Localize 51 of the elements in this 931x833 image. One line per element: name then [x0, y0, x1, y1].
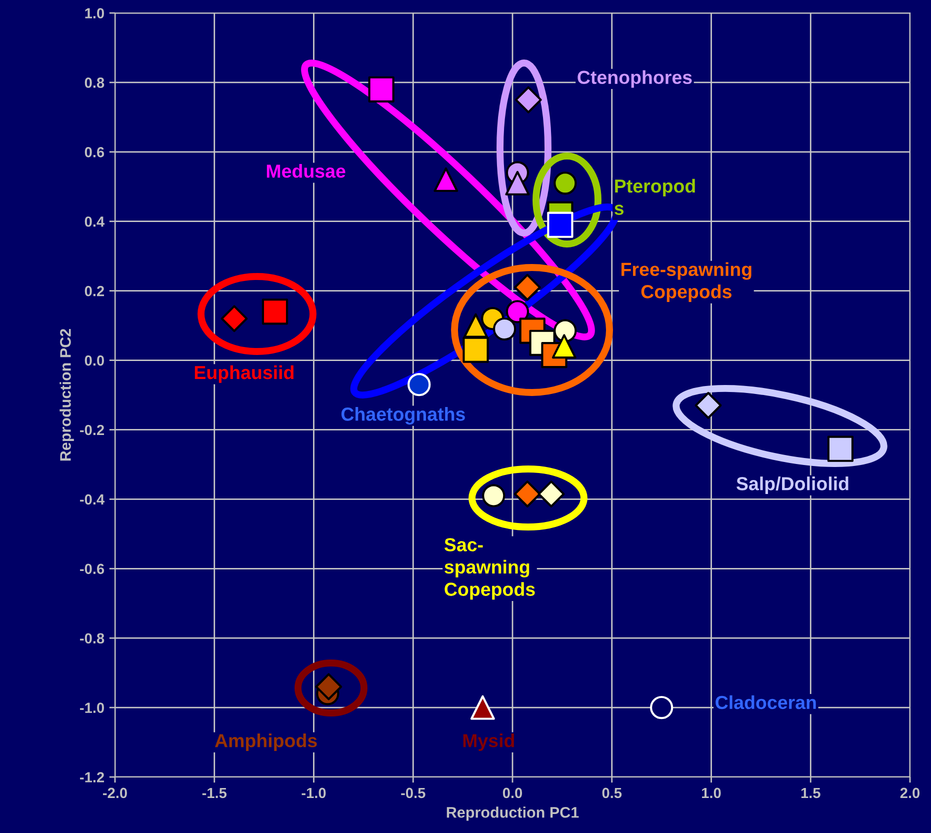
- series-label: Chaetognaths: [341, 407, 465, 425]
- x-tick-label: 1.5: [801, 788, 820, 798]
- y-tick-label: 1.0: [85, 8, 104, 18]
- point: [552, 334, 576, 359]
- y-tick-label: 0.0: [84, 355, 104, 366]
- point: [506, 300, 530, 324]
- point: [514, 86, 542, 114]
- point: [262, 298, 288, 325]
- point: [220, 305, 248, 332]
- series-label: Mysid: [463, 734, 514, 752]
- point: [482, 484, 506, 508]
- x-tick-label: -0.5: [401, 788, 426, 798]
- text: Ctenophores: [578, 70, 692, 88]
- text: Sac- spawning Copepods: [444, 538, 535, 600]
- text: Medusae: [266, 164, 346, 178]
- y-tick-label: 0.6: [84, 147, 104, 158]
- point: [547, 212, 574, 238]
- x-tick-label: 0.5: [602, 788, 622, 798]
- text: Cladoceran: [716, 695, 816, 710]
- y-tick-label: -0.6: [80, 564, 104, 574]
- point: [470, 695, 495, 720]
- y-tick-label: -0.8: [80, 633, 104, 644]
- x-tick-label: 0.0: [502, 788, 522, 798]
- x-tick-label: -1.5: [202, 788, 227, 798]
- text: Salp/Doliolid: [736, 476, 848, 494]
- point: [827, 436, 854, 462]
- y-tick-label: 0.4: [84, 216, 105, 227]
- y-tick-label: -0.2: [80, 424, 104, 436]
- y-tick-label: 0.2: [84, 286, 104, 296]
- y-tick-label: -1.0: [80, 702, 104, 713]
- text: Free-spawning Copepods: [622, 262, 752, 302]
- series-label: Amphipods: [214, 734, 317, 752]
- point: [368, 76, 394, 102]
- x-tick-label: 2.0: [900, 788, 920, 798]
- point: [505, 170, 530, 196]
- point: [554, 172, 577, 195]
- text: Euphausiid: [194, 365, 294, 383]
- y-tick-label: -0.4: [80, 494, 105, 505]
- y-tick-label: 0.8: [84, 78, 104, 88]
- y-tick-label: -1.2: [80, 772, 104, 782]
- point: [408, 373, 431, 396]
- x-axis-title: Reproduction PC1: [446, 806, 579, 821]
- x-tick-label: -1.0: [302, 788, 326, 798]
- point: [650, 696, 674, 720]
- x-tick-label: 1.0: [702, 788, 721, 798]
- point: [434, 167, 458, 192]
- text: Pteropod s: [614, 178, 695, 215]
- x-tick-label: -2.0: [103, 788, 127, 798]
- y-axis-title: Reproduction PC2: [60, 328, 74, 461]
- point: [514, 274, 541, 301]
- point: [694, 392, 722, 419]
